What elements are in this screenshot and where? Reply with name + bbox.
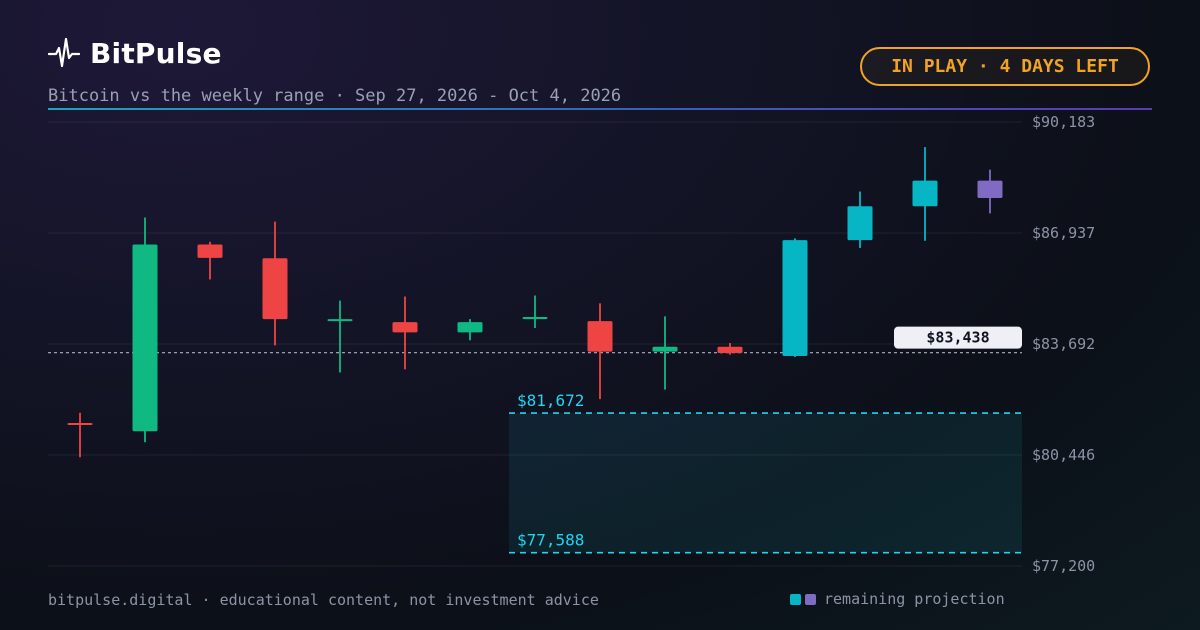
candle-body [587,321,613,352]
candle-body [67,423,93,426]
status-badge: IN PLAY · 4 DAYS LEFT [860,47,1150,86]
candle-body [197,244,223,258]
candle-body [782,240,808,357]
legend-label: remaining projection [824,590,1005,608]
chart-subtitle: Bitcoin vs the weekly range · Sep 27, 20… [48,86,622,106]
range-lower-label: $77,588 [517,531,584,550]
candle-body [327,319,353,322]
y-tick-label: $86,937 [1032,224,1095,242]
current-price-tag [894,326,1022,349]
candle-body [262,258,288,320]
range-zone [509,413,1022,553]
range-upper-label: $81,672 [517,391,584,410]
legend-swatch-projection-alt [805,593,816,605]
candle-body [392,322,418,333]
footer-disclaimer: bitpulse.digital · educational content, … [48,591,599,609]
candle-body [977,180,1003,199]
pulse-icon [48,37,80,68]
y-tick-label: $90,183 [1032,113,1095,131]
legend-swatch-projection [790,593,801,605]
candle-body [522,317,548,320]
y-tick-label: $80,446 [1032,446,1095,464]
brand-logo: BitPulse [48,36,222,70]
candle-body [457,322,483,333]
legend: remaining projection [790,590,1005,608]
brand-name: BitPulse [90,36,222,70]
current-price-label: $83,438 [926,329,989,347]
y-tick-label: $77,200 [1032,557,1095,575]
header-divider [48,108,1152,110]
y-tick-label: $83,692 [1032,335,1095,353]
candle-body [847,206,873,241]
candle-body [652,346,678,352]
candle-body [912,180,938,207]
candle-body [132,244,158,432]
candle-body [717,346,743,353]
